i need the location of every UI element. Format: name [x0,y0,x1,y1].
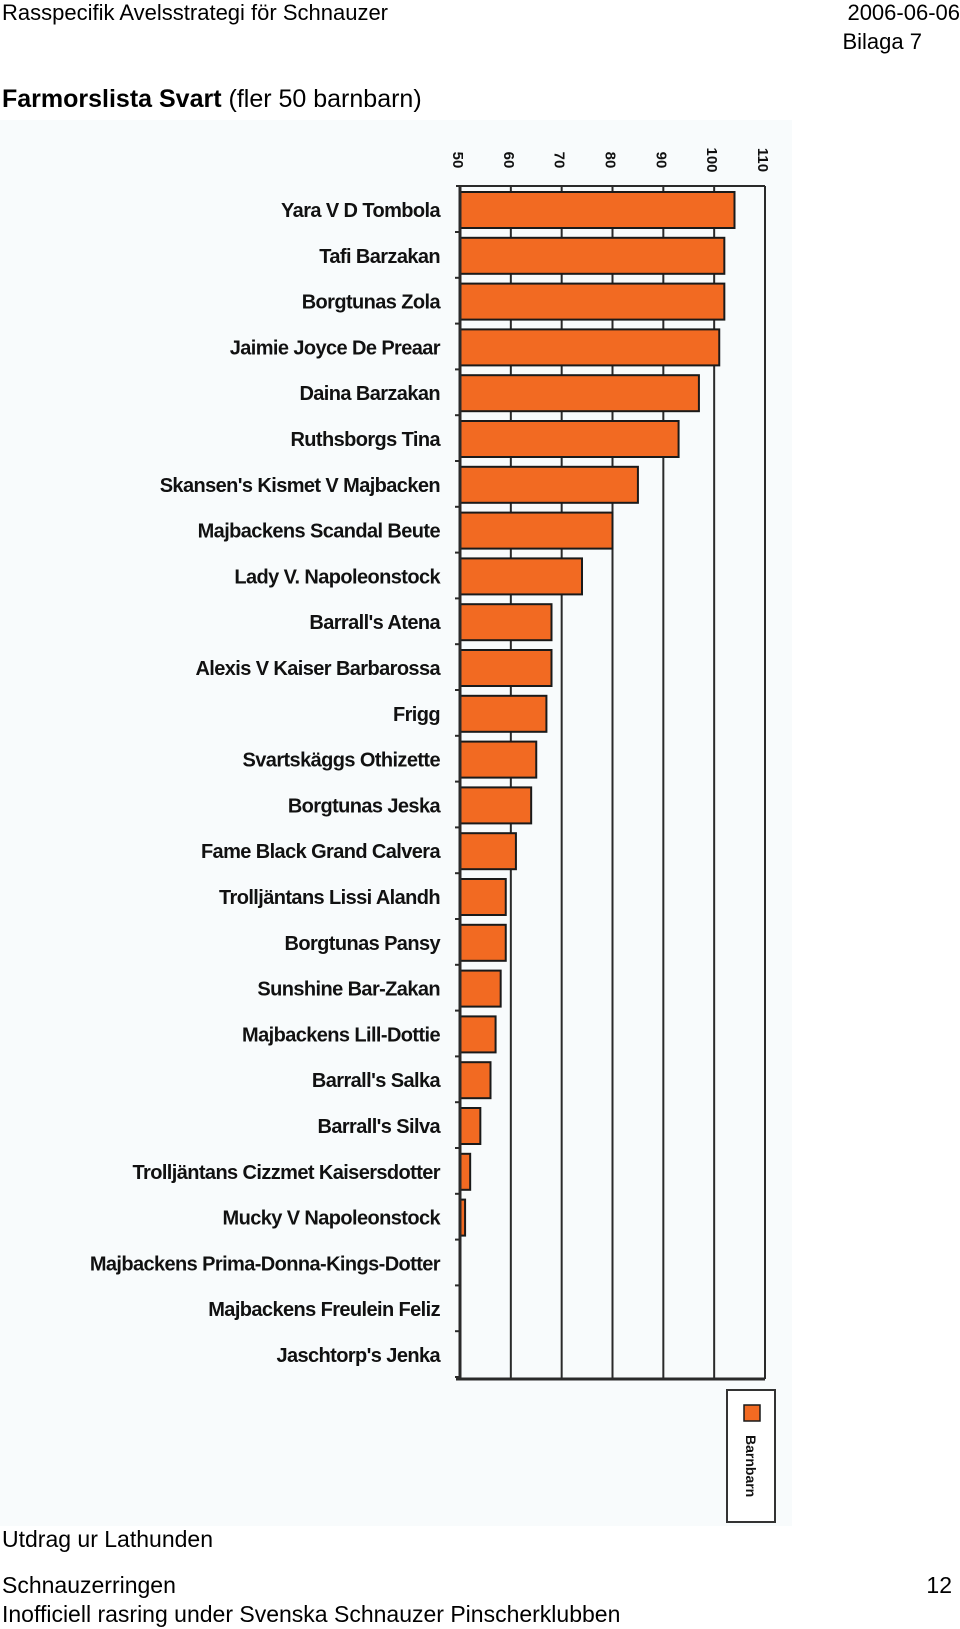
category-label: Tafi Barzakan [319,246,440,268]
category-label: Fame Black Grand Calvera [201,841,442,863]
document-appendix-label: Bilaga 7 [842,29,922,54]
bar [459,511,614,550]
category-label: Jaschtorp's Jenka [276,1345,441,1367]
category-label: Ruthsborgs Tina [290,429,441,451]
bar [459,740,538,779]
page-heading-bold: Farmorslista Svart [2,85,222,113]
bar [459,832,517,871]
bar [459,649,553,687]
bars [459,191,736,1237]
category-label: Barrall's Atena [309,612,441,634]
bar [459,465,639,504]
x-tick-label: 70 [551,152,568,169]
category-label: Majbackens Prima-Donna-Kings-Dotter [90,1253,441,1275]
bar-chart: 50 60 70 80 90 100 110 Yara V D Tombola Tafi Ba… [90,147,776,1523]
x-tick-label: 110 [754,148,771,172]
category-label: Skansen's Kismet V Majbacken [160,475,440,497]
bar [459,923,507,962]
category-label: Barrall's Silva [317,1116,441,1138]
page-heading-normal: (fler 50 barnbarn) [228,85,422,113]
footer-source: Utdrag ur Lathunden [2,1526,213,1552]
bar [459,420,680,458]
category-label: Sunshine Bar-Zakan [257,979,440,1001]
category-label: Trolljäntans Lissi Alandh [219,887,440,909]
category-label: Alexis V Kaiser Barbarossa [195,658,441,680]
category-label: Jaimie Joyce De Preaar [230,337,441,359]
chart-area: 50 60 70 80 90 100 110 Yara V D Tombola Tafi Ba… [0,120,792,1526]
legend-swatch [743,1404,761,1422]
x-tick-label: 100 [703,147,720,172]
bar [459,878,507,916]
category-label: Lady V. Napoleonstock [234,566,441,588]
x-tick-label: 50 [449,152,466,169]
category-label: Majbackens Lill-Dottie [242,1024,440,1046]
category-label: Trolljäntans Cizzmet Kaisersdotter [133,1162,441,1184]
category-label: Yara V D Tombola [281,200,441,222]
footer-subtitle: Inofficiell rasring under Svenska Schnau… [2,1601,621,1627]
bar [459,191,736,229]
bar [459,236,726,275]
document-header-title: Rasspecifik Avelsstrategi för Schnauzer [2,0,388,25]
category-labels: Yara V D Tombola Tafi Barzakan Borgtunas Z… [90,200,442,1367]
bar [459,557,583,596]
category-label: Majbackens Scandal Beute [198,521,441,543]
category-label: Daina Barzakan [299,383,440,405]
footer-club: Schnauzerringen [2,1572,176,1598]
bar [459,694,548,733]
category-label: Barrall's Salka [312,1070,442,1092]
category-label: Borgtunas Jeska [288,795,442,817]
page-heading: Farmorslista Svart (fler 50 barnbarn) [2,84,422,114]
bar [459,603,553,642]
bar [459,328,721,367]
bar [459,282,726,321]
axes [455,185,765,1381]
bar [459,1015,497,1054]
bar [459,1107,482,1145]
category-label: Svartskäggs Othizette [243,750,441,772]
legend: Barnbarn [726,1389,776,1523]
x-tick-label: 60 [500,152,517,169]
category-label: Majbackens Freulein Feliz [208,1299,440,1321]
x-tick-label: 90 [652,152,669,169]
document-header-date: 2006-06-06 [847,0,960,25]
legend-label: Barnbarn [743,1435,759,1497]
x-axis-tick-labels: 50 60 70 80 90 100 110 [449,147,771,172]
category-label: Borgtunas Pansy [285,933,442,955]
category-label: Frigg [393,704,440,726]
footer-page-number: 12 [926,1572,952,1598]
category-label: Mucky V Napoleonstock [223,1208,442,1230]
bar [459,374,700,413]
category-label: Borgtunas Zola [302,292,442,314]
x-tick-label: 80 [602,152,619,169]
bar [459,786,533,825]
bar [459,969,502,1008]
bar [459,1061,492,1100]
bar [459,1152,472,1191]
